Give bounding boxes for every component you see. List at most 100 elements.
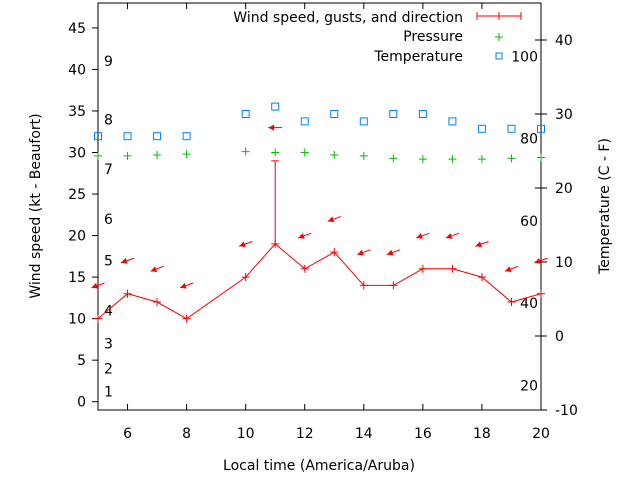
y2-tick-label: 40	[555, 33, 573, 49]
x-tick-label: 6	[123, 426, 132, 442]
fahrenheit-label: 40	[520, 296, 538, 312]
x-axis-label: Local time (America/Aruba)	[223, 458, 415, 474]
arrow-head	[357, 249, 364, 256]
arrow-head	[386, 249, 394, 256]
wind-direction-arrow	[297, 232, 312, 239]
pressure-point	[271, 148, 280, 157]
x-tick-label: 14	[355, 426, 373, 442]
wind-speed-point	[123, 289, 132, 298]
pressure-point	[241, 147, 250, 156]
beaufort-label: 7	[104, 162, 113, 178]
arrow-head	[268, 124, 275, 131]
temperature-point	[537, 124, 545, 133]
pressure-point	[94, 151, 102, 160]
y2-tick-label: 10	[555, 255, 573, 271]
wind-speed-point	[241, 273, 250, 282]
temperature-point	[389, 110, 398, 118]
wind-speed-point	[448, 264, 457, 273]
temperature-point	[123, 132, 132, 141]
temperature-point	[182, 132, 191, 141]
x-tick-label: 10	[237, 426, 255, 442]
arrow-head	[416, 233, 423, 239]
legend: Wind speed, gusts, and direction Pressur…	[233, 10, 522, 65]
beaufort-label: 1	[104, 385, 113, 401]
wind-direction-arrow	[150, 265, 164, 272]
beaufort-label: 5	[104, 253, 113, 269]
wind-direction-arrow	[475, 241, 489, 248]
arrow-head	[180, 282, 187, 289]
wind-direction-arrow	[416, 232, 430, 239]
temperature-point	[241, 110, 250, 118]
wind-direction-arrow	[534, 257, 548, 264]
legend-swatch-temperature	[495, 52, 503, 60]
pressure-point	[537, 153, 545, 162]
arrow-head	[120, 258, 128, 264]
y-tick-label: 40	[68, 62, 86, 78]
y-tick-label: 5	[77, 353, 86, 369]
x-tick-label: 12	[296, 426, 314, 442]
wind-speed-point	[537, 289, 545, 298]
y-axis-label: Wind speed (kt - Beaufort)	[28, 113, 44, 298]
y2-tick-label: 20	[555, 181, 573, 197]
y-tick-label: 30	[68, 146, 86, 162]
wind-speed-point	[359, 281, 368, 290]
temperature-point	[330, 110, 339, 118]
legend-swatch-wind	[476, 12, 522, 20]
pressure-point	[359, 151, 368, 160]
temperature-point	[507, 124, 516, 133]
beaufort-label: 9	[104, 54, 113, 70]
wind-direction-arrow	[357, 249, 371, 256]
wind-speed-line	[97, 243, 542, 320]
temperature-point	[418, 110, 427, 118]
wind-speed-point	[507, 298, 516, 307]
arrow-head	[475, 241, 483, 248]
fahrenheit-label: 100	[511, 49, 538, 65]
arrow-head	[239, 241, 246, 248]
temperature-point	[448, 117, 457, 126]
wind-speed-point	[153, 298, 162, 307]
y2-tick-label: 30	[555, 107, 573, 123]
arrow-head	[91, 282, 99, 289]
wind-speed-point	[330, 248, 339, 257]
y-tick-label: 15	[68, 270, 86, 286]
y2-axis-label: Temperature (C - F)	[597, 138, 613, 275]
plot-frame	[97, 2, 542, 411]
wind-direction-arrow	[504, 265, 519, 272]
temperature-point	[153, 132, 162, 141]
arrow-head	[298, 233, 305, 239]
arrow-head	[150, 266, 158, 272]
wind-speed-point	[389, 281, 398, 290]
pressure-point	[153, 151, 162, 160]
legend-label-pressure: Pressure	[403, 29, 463, 45]
pressure-point	[389, 154, 398, 163]
pressure-point	[123, 151, 132, 160]
arrow-head	[445, 233, 453, 239]
pressure-point	[182, 150, 191, 159]
legend-label-temperature: Temperature	[373, 49, 463, 65]
wind-gust-bar	[271, 160, 280, 244]
temperature-point	[477, 124, 486, 133]
temperature-point	[300, 117, 309, 126]
y-tick-label: 10	[68, 312, 86, 328]
arrow-head	[327, 216, 335, 223]
beaufort-label: 4	[104, 303, 113, 319]
legend-swatch-pressure	[495, 33, 503, 41]
y2-tick-label: 0	[555, 329, 564, 345]
pressure-point	[418, 155, 427, 164]
wind-direction-arrow	[327, 216, 342, 223]
pressure-point	[300, 148, 309, 157]
wind-speed-point	[477, 273, 486, 282]
legend-label-wind: Wind speed, gusts, and direction	[233, 10, 463, 26]
x-tick-label: 20	[532, 426, 550, 442]
beaufort-label: 6	[104, 212, 113, 228]
fahrenheit-label: 20	[520, 378, 538, 394]
wind-direction-arrow	[268, 124, 283, 131]
y2-tick-label: -10	[555, 403, 578, 419]
wind-direction-arrow	[386, 249, 401, 256]
y-tick-label: 45	[68, 21, 86, 37]
pressure-point	[477, 155, 486, 164]
y-tick-label: 25	[68, 187, 86, 203]
wind-direction-arrow	[91, 282, 105, 289]
fahrenheit-label: 80	[520, 132, 538, 148]
